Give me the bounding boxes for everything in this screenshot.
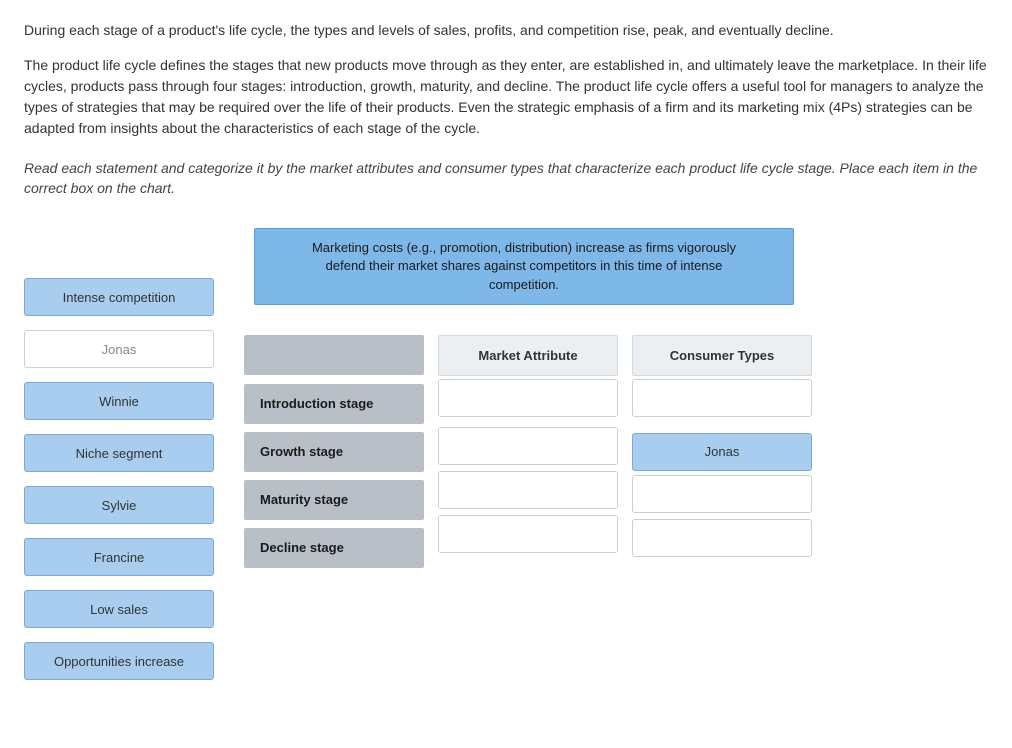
- drop-intro-market[interactable]: [438, 379, 618, 417]
- drop-maturity-consumer[interactable]: [632, 475, 812, 513]
- intro-paragraph-2: The product life cycle defines the stage…: [24, 55, 988, 139]
- grid-corner-empty: [244, 335, 424, 375]
- activity-area: Intense competition Jonas Winnie Niche s…: [24, 228, 988, 680]
- hint-banner: Marketing costs (e.g., promotion, distri…: [254, 228, 794, 305]
- draggable-low-sales[interactable]: Low sales: [24, 590, 214, 628]
- intro-paragraph-1: During each stage of a product's life cy…: [24, 20, 988, 41]
- chart-area: Marketing costs (e.g., promotion, distri…: [244, 228, 988, 568]
- row-label-decline: Decline stage: [244, 528, 424, 568]
- drop-decline-consumer[interactable]: [632, 519, 812, 557]
- stage-grid: Market Attribute Consumer Types Introduc…: [244, 335, 988, 568]
- drop-decline-market[interactable]: [438, 515, 618, 553]
- instruction-text: Read each statement and categorize it by…: [24, 159, 988, 198]
- col-header-consumer-types: Consumer Types: [632, 335, 812, 376]
- row-label-growth: Growth stage: [244, 432, 424, 472]
- draggable-winnie[interactable]: Winnie: [24, 382, 214, 420]
- col-header-market-attribute: Market Attribute: [438, 335, 618, 376]
- draggable-francine[interactable]: Francine: [24, 538, 214, 576]
- drop-maturity-market[interactable]: [438, 471, 618, 509]
- drop-growth-market[interactable]: [438, 427, 618, 465]
- row-label-maturity: Maturity stage: [244, 480, 424, 520]
- draggable-intense-competition[interactable]: Intense competition: [24, 278, 214, 316]
- draggable-list: Intense competition Jonas Winnie Niche s…: [24, 278, 214, 680]
- draggable-opportunities-increase[interactable]: Opportunities increase: [24, 642, 214, 680]
- draggable-sylvie[interactable]: Sylvie: [24, 486, 214, 524]
- draggable-jonas[interactable]: Jonas: [24, 330, 214, 368]
- draggable-niche-segment[interactable]: Niche segment: [24, 434, 214, 472]
- row-label-introduction: Introduction stage: [244, 384, 424, 424]
- drop-intro-consumer[interactable]: [632, 379, 812, 417]
- drop-growth-consumer[interactable]: Jonas: [632, 433, 812, 471]
